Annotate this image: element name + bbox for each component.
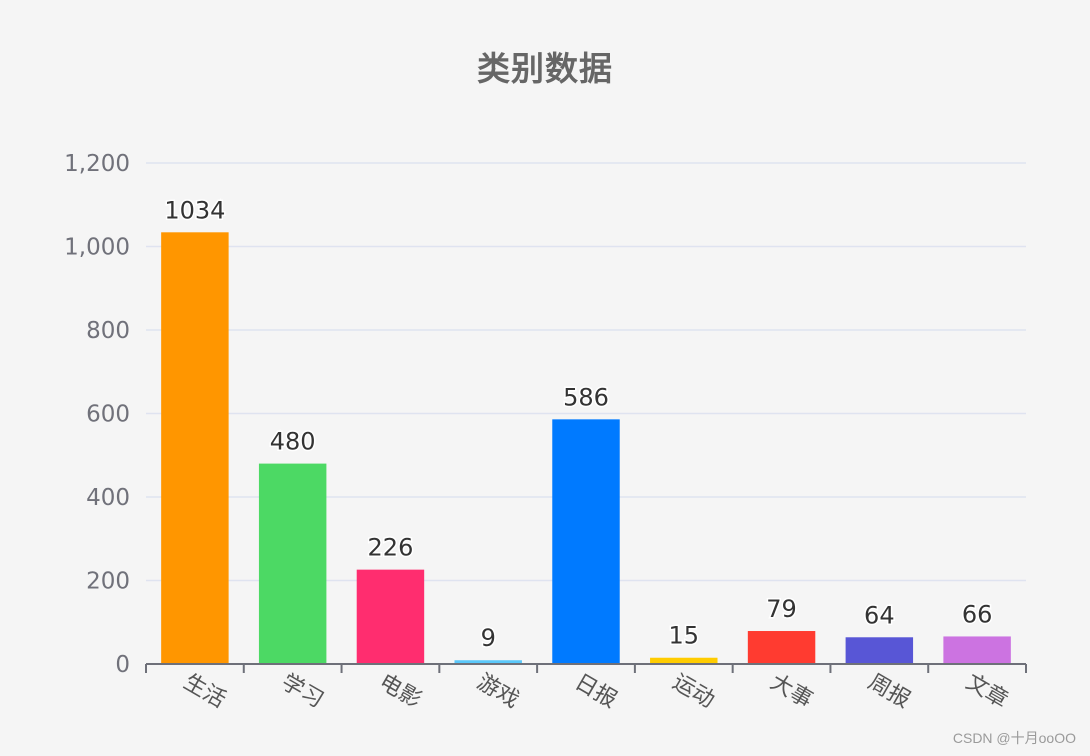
x-tick-label: 大事 xyxy=(766,670,817,714)
data-label: 66 xyxy=(962,600,993,628)
data-label: 15 xyxy=(669,622,700,650)
bar-周报 xyxy=(845,637,914,664)
x-tick-label: 游戏 xyxy=(473,670,524,714)
x-tick-label: 日报 xyxy=(570,670,621,714)
bar-大事 xyxy=(747,631,816,664)
y-tick-label: 400 xyxy=(86,485,130,511)
bar-日报 xyxy=(552,419,620,664)
x-tick-label: 生活 xyxy=(179,670,230,714)
data-label: 586 xyxy=(563,383,609,411)
bar-游戏 xyxy=(454,660,522,664)
y-tick-label: 1,200 xyxy=(64,151,130,177)
data-label: 79 xyxy=(766,595,797,623)
x-tick-label: 文章 xyxy=(961,670,1012,714)
y-tick-label: 800 xyxy=(86,318,130,344)
bar-生活 xyxy=(161,232,229,664)
x-tick-label: 电影 xyxy=(375,670,426,714)
bar-电影 xyxy=(356,569,425,664)
data-label: 9 xyxy=(481,624,496,652)
chart-title: 类别数据 xyxy=(477,49,613,88)
data-label: 64 xyxy=(864,601,895,629)
bar-运动 xyxy=(650,657,718,664)
y-tick-label: 200 xyxy=(86,569,130,595)
data-label: 226 xyxy=(368,534,414,562)
y-tick-label: 0 xyxy=(115,652,130,678)
data-label: 1034 xyxy=(164,196,225,224)
y-tick-label: 600 xyxy=(86,402,130,428)
bar-学习 xyxy=(258,463,327,664)
x-tick-label: 运动 xyxy=(668,670,719,714)
y-tick-label: 1,000 xyxy=(64,235,130,261)
watermark: CSDN @十月ooOO xyxy=(952,730,1076,746)
x-tick-label: 学习 xyxy=(277,670,328,714)
x-tick-label: 周报 xyxy=(864,670,915,714)
data-label: 480 xyxy=(270,428,316,456)
bar-文章 xyxy=(943,636,1011,664)
